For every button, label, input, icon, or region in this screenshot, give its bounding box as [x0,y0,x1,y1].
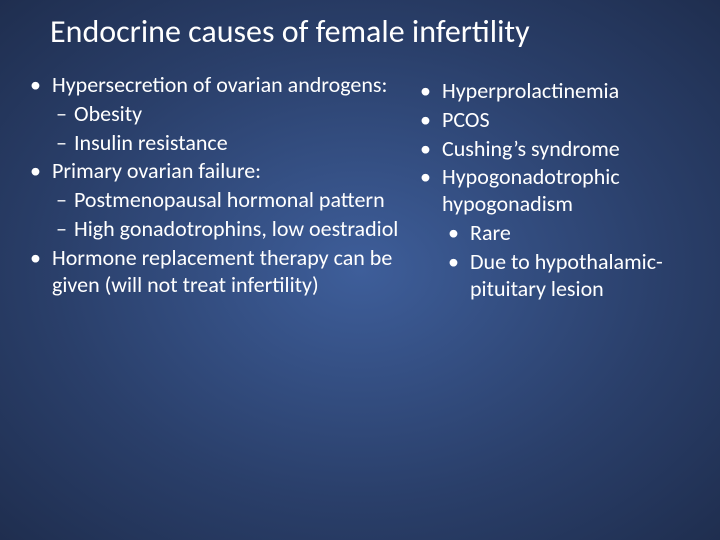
dash-icon: – [56,216,74,243]
bullet-icon: • [28,158,52,185]
list-item: • Hyperprolactinemia [400,78,700,105]
sub-list-item: • Due to hypothalamic-pituitary lesion [400,249,700,303]
content-area: • Hypersecretion of ovarian androgens: –… [28,72,700,530]
sub-list-item-text: Obesity [74,101,400,128]
sub-list-item: – Postmenopausal hormonal pattern [28,187,400,214]
sub-list-item: – Obesity [28,101,400,128]
bullet-icon: • [448,220,470,247]
bullet-icon: • [448,249,470,276]
sub-list-item-text: Rare [470,220,700,247]
sub-list-item-text: Postmenopausal hormonal pattern [74,187,400,214]
sub-list-item: • Rare [400,220,700,247]
list-item-text: Hyperprolactinemia [442,78,700,105]
sub-list-item: – High gonadotrophins, low oestradiol [28,216,400,243]
bullet-icon: • [28,245,52,272]
list-item-text: Hypersecretion of ovarian androgens: [52,72,400,99]
bullet-icon: • [420,78,442,105]
list-item-text: Hormone replacement therapy can be given… [52,245,400,299]
list-item-text: Cushing’s syndrome [442,136,700,163]
sub-list-item-text: Due to hypothalamic-pituitary lesion [470,249,700,303]
dash-icon: – [56,187,74,214]
list-item: • Hypersecretion of ovarian androgens: [28,72,400,99]
list-item: • Cushing’s syndrome [400,136,700,163]
list-item-text: Primary ovarian failure: [52,158,400,185]
sub-list-item-text: High gonadotrophins, low oestradiol [74,216,400,243]
dash-icon: – [56,130,74,157]
sub-list-item: – Insulin resistance [28,130,400,157]
bullet-icon: • [420,164,442,191]
slide-title: Endocrine causes of female infertility [50,14,690,49]
bullet-icon: • [420,107,442,134]
list-item: • Hypogonadotrophic hypogonadism [400,164,700,218]
left-column: • Hypersecretion of ovarian androgens: –… [28,72,400,530]
right-column: • Hyperprolactinemia • PCOS • Cushing’s … [400,72,700,530]
list-item-text: Hypogonadotrophic hypogonadism [442,164,700,218]
bullet-icon: • [28,72,52,99]
bullet-icon: • [420,136,442,163]
sub-list-item-text: Insulin resistance [74,130,400,157]
list-item: • Hormone replacement therapy can be giv… [28,245,400,299]
dash-icon: – [56,101,74,128]
list-item-text: PCOS [442,107,700,134]
list-item: • Primary ovarian failure: [28,158,400,185]
slide: Endocrine causes of female infertility •… [0,0,720,540]
list-item: • PCOS [400,107,700,134]
